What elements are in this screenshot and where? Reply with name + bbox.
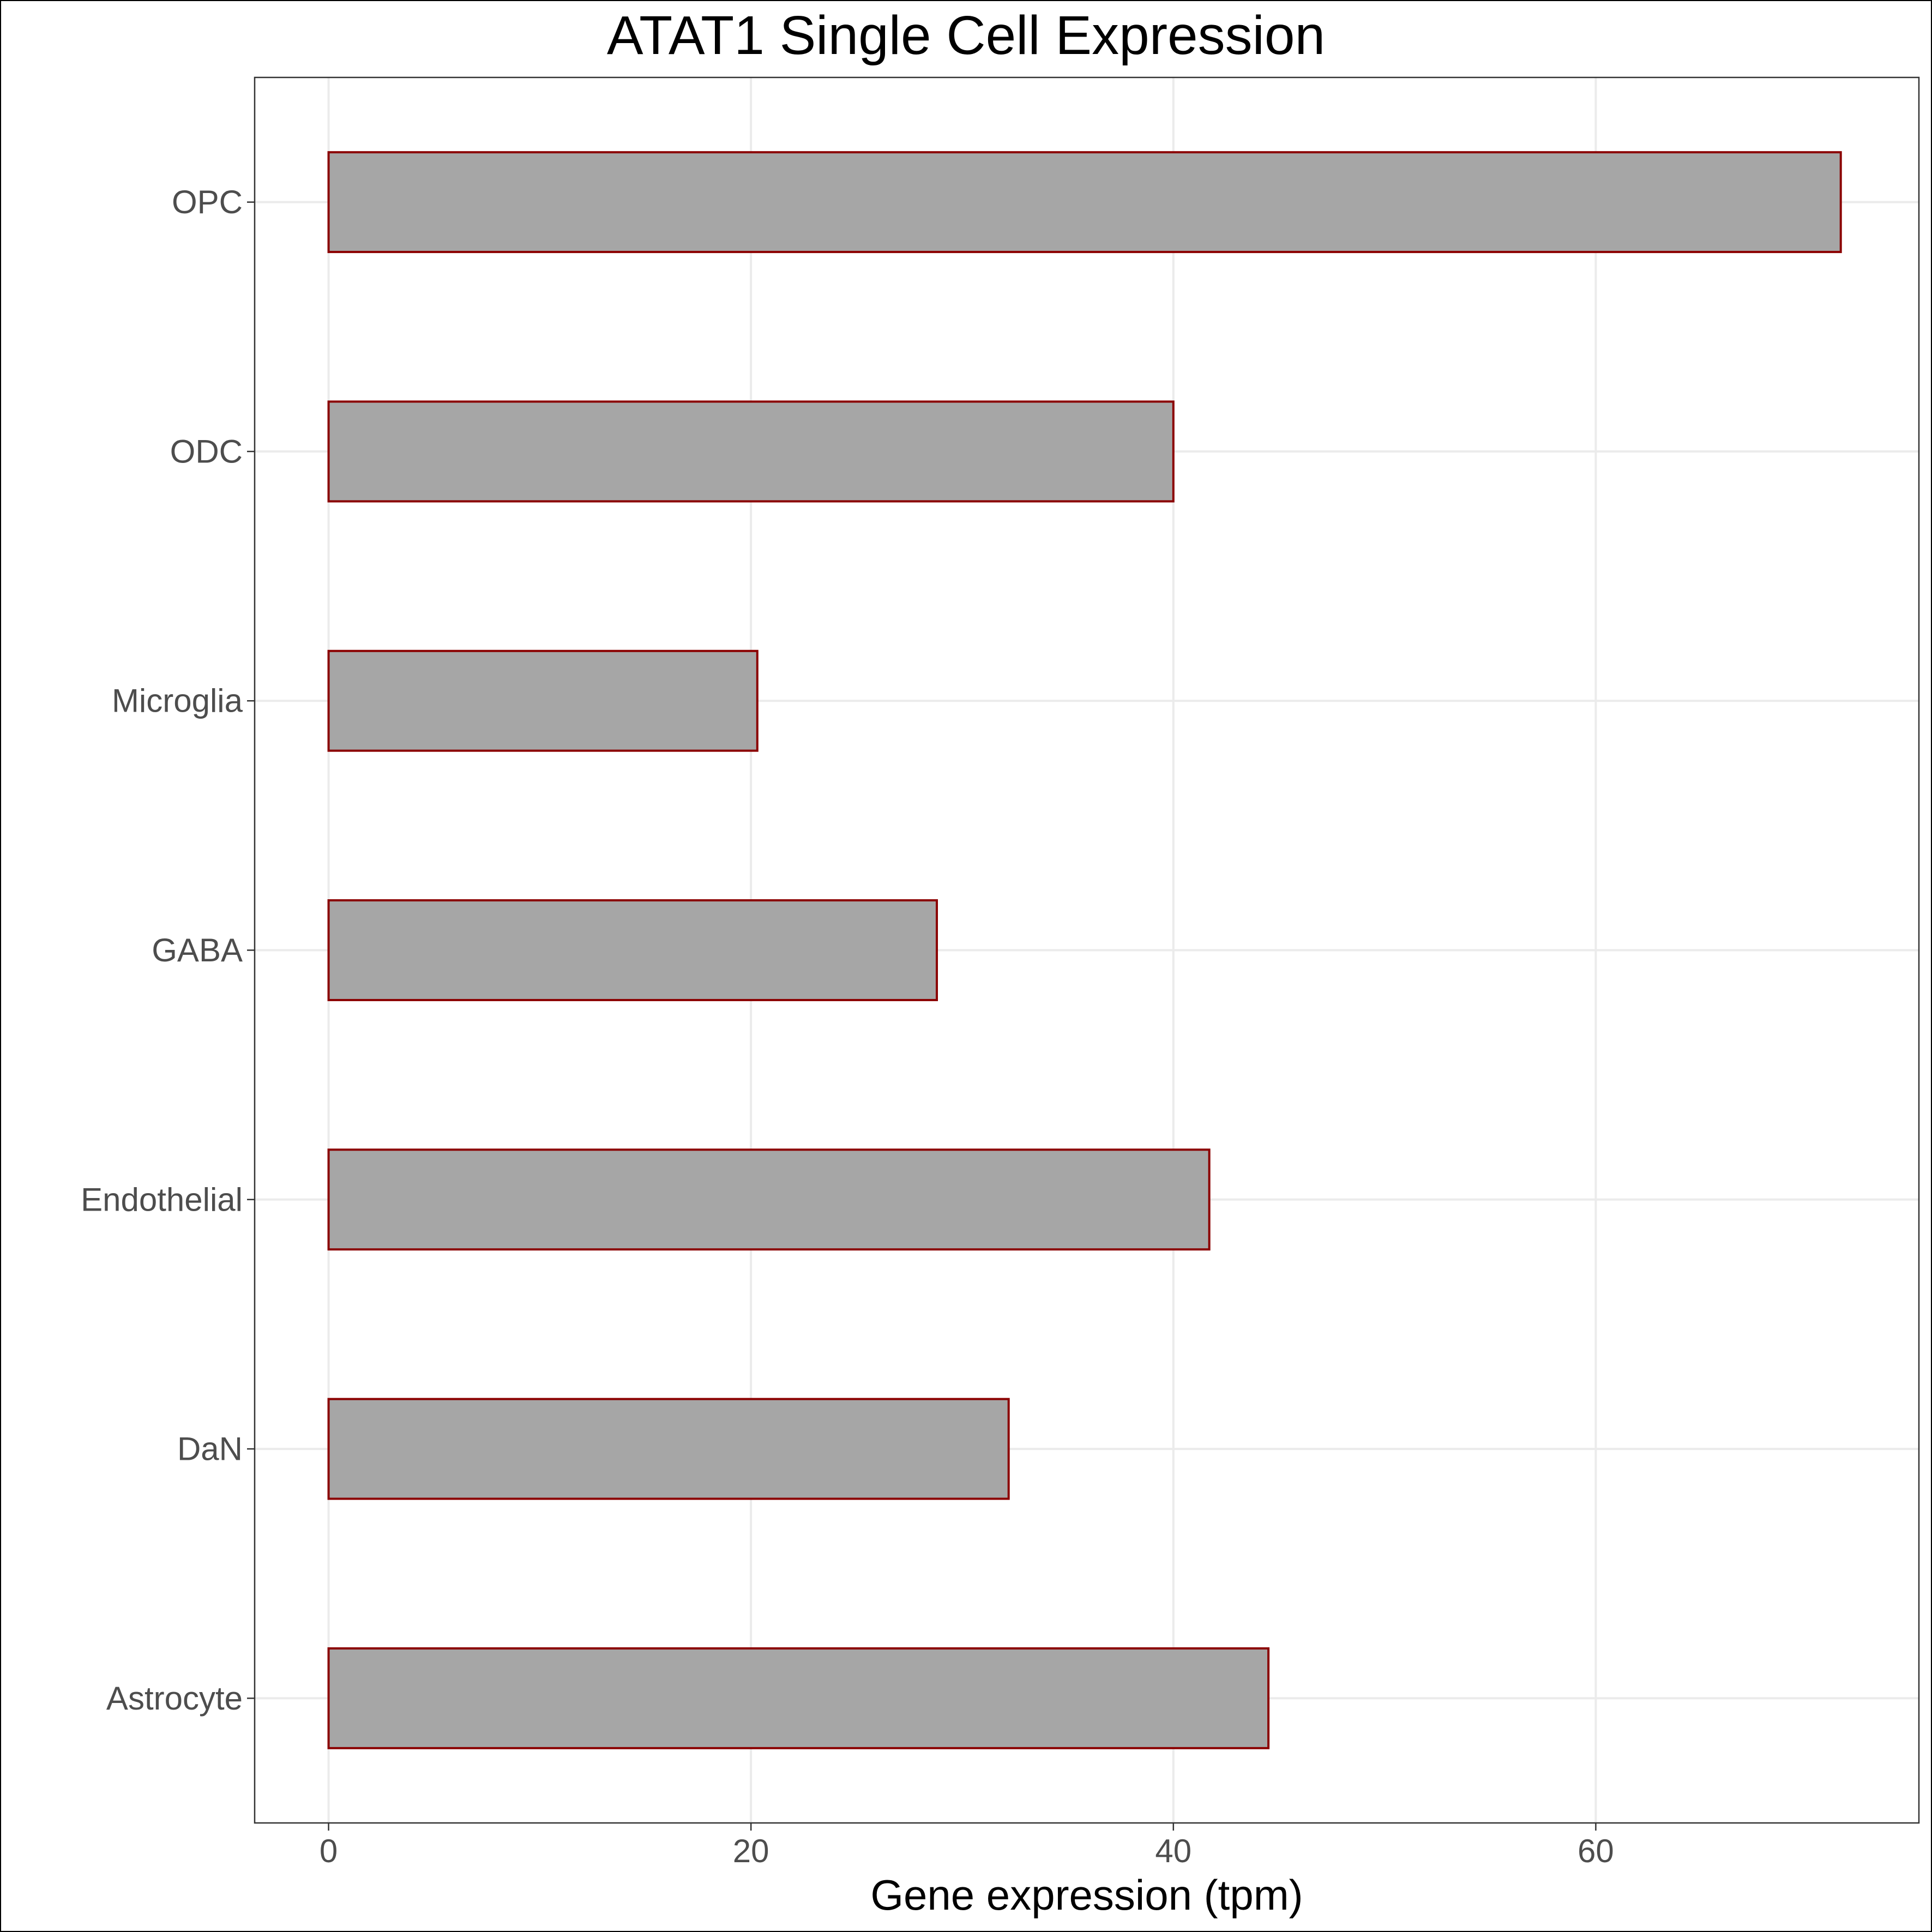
y-tick-layer: OPC ODC Microglia GABA Endothelial DaN Astrocy… — [81, 184, 255, 1717]
bar-dan — [327, 1398, 1010, 1500]
y-tick-label: Astrocyte — [106, 1680, 243, 1717]
y-tick-label: DaN — [177, 1431, 243, 1467]
x-tick-label: 60 — [1578, 1833, 1614, 1869]
bar-astrocyte — [327, 1647, 1270, 1749]
bar-endothelial — [327, 1148, 1211, 1251]
bar-gaba — [327, 899, 938, 1001]
bar-opc — [327, 151, 1842, 254]
y-tick-label: Microglia — [112, 683, 243, 719]
x-tick-label: 20 — [733, 1833, 769, 1869]
x-tick-layer: 0 20 40 60 — [320, 1823, 1614, 1869]
y-tick-label: ODC — [170, 433, 243, 470]
x-tick-label: 0 — [320, 1833, 338, 1869]
chart-title: ATAT1 Single Cell Expression — [606, 5, 1326, 66]
bar-odc — [327, 400, 1175, 503]
y-tick-label: GABA — [152, 932, 243, 968]
y-tick-label: Endothelial — [81, 1181, 243, 1218]
bar-layer — [327, 151, 1842, 1749]
bar-microglia — [327, 649, 759, 752]
x-tick-label: 40 — [1155, 1833, 1191, 1869]
y-tick-label: OPC — [172, 184, 243, 220]
x-axis-title: Gene expression (tpm) — [870, 1871, 1303, 1919]
